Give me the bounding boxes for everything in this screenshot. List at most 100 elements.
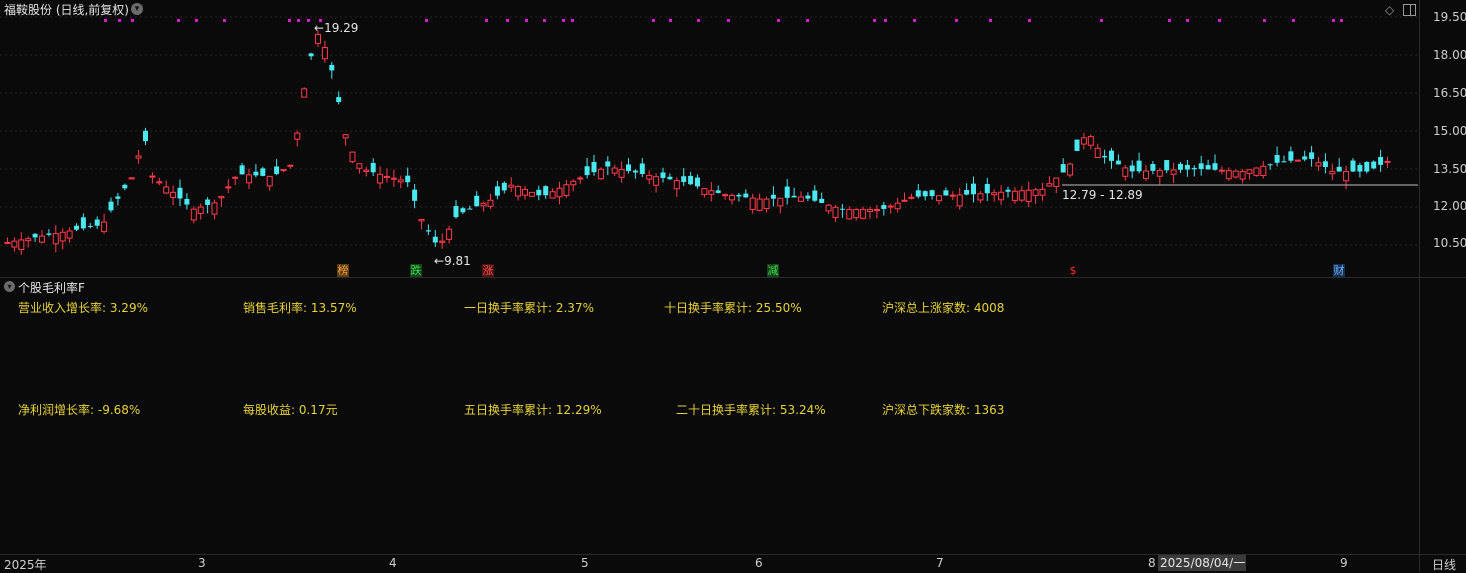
candle-body <box>149 175 156 178</box>
candle-body <box>536 189 542 196</box>
candlestick-chart[interactable] <box>0 0 1419 277</box>
candle-body <box>508 184 515 188</box>
signal-dot <box>1028 19 1031 22</box>
candle-body <box>515 186 522 197</box>
signal-dot <box>525 19 528 22</box>
candle-body <box>301 88 308 98</box>
candle-body <box>1136 160 1142 172</box>
candle-body <box>1039 188 1046 196</box>
candle-body <box>1384 160 1391 163</box>
panel-toggle-icon[interactable] <box>1403 4 1416 16</box>
candle-body <box>266 175 273 187</box>
candle-body <box>632 170 638 173</box>
candle-body <box>225 186 232 189</box>
eps-value: 每股收益: 0.17元 <box>243 403 338 417</box>
candle-body <box>1212 163 1218 170</box>
signal-dot <box>104 19 107 22</box>
candle-body <box>660 172 666 178</box>
candle-body <box>239 165 245 175</box>
chevron-down-icon[interactable]: ▾ <box>131 3 143 15</box>
event-mark-rise[interactable]: 涨 <box>482 264 494 277</box>
candle-body <box>1067 163 1074 176</box>
candle-body <box>494 186 500 196</box>
candle-body <box>873 209 880 212</box>
candle-body <box>1170 169 1177 175</box>
candle-body <box>998 191 1005 201</box>
candle-body <box>197 206 204 215</box>
candle-body <box>101 221 108 233</box>
signal-dot <box>697 19 700 22</box>
candle-body <box>370 162 376 173</box>
time-tick: 6 <box>755 556 763 570</box>
candle-body <box>1246 169 1253 174</box>
candle-body <box>1329 170 1336 175</box>
candle-body <box>1260 165 1267 177</box>
candle-body <box>446 228 453 240</box>
candle-body <box>1032 189 1039 197</box>
candle-body <box>839 208 845 210</box>
signal-dot <box>307 19 310 22</box>
event-mark-dollar[interactable]: $ <box>1069 264 1077 277</box>
time-tick: 3 <box>198 556 206 570</box>
signal-dot <box>1186 19 1189 22</box>
candle-body <box>1267 164 1273 166</box>
candle-body <box>729 195 735 201</box>
candle-body <box>321 47 328 60</box>
price-tick: 13.50 <box>1433 162 1466 176</box>
candle-body <box>1109 150 1114 161</box>
candle-body <box>439 240 446 243</box>
candle-body <box>474 195 480 207</box>
candle-body <box>405 175 411 183</box>
candle-body <box>543 186 549 196</box>
signal-dot <box>543 19 546 22</box>
candle-body <box>501 182 507 191</box>
candle-body <box>143 130 148 142</box>
candle-body <box>1357 165 1363 172</box>
candle-body <box>798 196 804 202</box>
candle-body <box>618 169 625 178</box>
candle-body <box>177 187 183 199</box>
candle-body <box>1184 164 1190 170</box>
candle-body <box>356 163 363 169</box>
candle-body <box>784 186 790 198</box>
chevron-down-icon[interactable]: ▾ <box>4 281 15 292</box>
candle-body <box>681 176 687 183</box>
candle-body <box>1053 177 1060 187</box>
turnover-5d-value: 五日换手率累计: 12.29% <box>464 403 602 417</box>
candle-body <box>812 190 818 201</box>
event-mark-list[interactable]: 榜 <box>337 264 349 277</box>
candle-body <box>467 208 473 210</box>
candle-body <box>688 175 694 185</box>
range-annotation: 12.79 - 12.89 <box>1062 188 1143 202</box>
period-selector[interactable]: 日线 <box>1432 558 1457 572</box>
diamond-icon[interactable]: ◇ <box>1385 3 1395 17</box>
event-mark-fall[interactable]: 跌 <box>410 264 422 277</box>
candle-body <box>1018 190 1025 201</box>
candle-body <box>87 225 93 228</box>
candle-body <box>701 188 708 195</box>
signal-dot <box>223 19 226 22</box>
candle-body <box>349 151 356 163</box>
candle-body <box>1253 167 1260 176</box>
candle-body <box>777 197 784 207</box>
event-mark-reduce[interactable]: 减 <box>767 264 779 277</box>
event-mark-finance[interactable]: 财 <box>1333 264 1345 277</box>
time-tick: 9 <box>1340 556 1348 570</box>
candle-body <box>190 208 197 221</box>
candle-body <box>1343 171 1350 182</box>
candle-body <box>887 205 894 208</box>
candle-body <box>329 64 335 71</box>
candle-body <box>749 197 756 211</box>
candle-body <box>384 175 390 178</box>
signal-dot <box>1292 19 1295 22</box>
candle-body <box>377 173 384 184</box>
candle-body <box>412 189 418 201</box>
candle-body <box>1005 189 1011 192</box>
candle-body <box>232 176 239 179</box>
candle-body <box>853 209 860 219</box>
candle-body <box>46 233 52 235</box>
candle-body <box>315 33 321 44</box>
candle-body <box>770 194 776 199</box>
candle-body <box>756 198 763 211</box>
candle-body <box>549 191 556 199</box>
